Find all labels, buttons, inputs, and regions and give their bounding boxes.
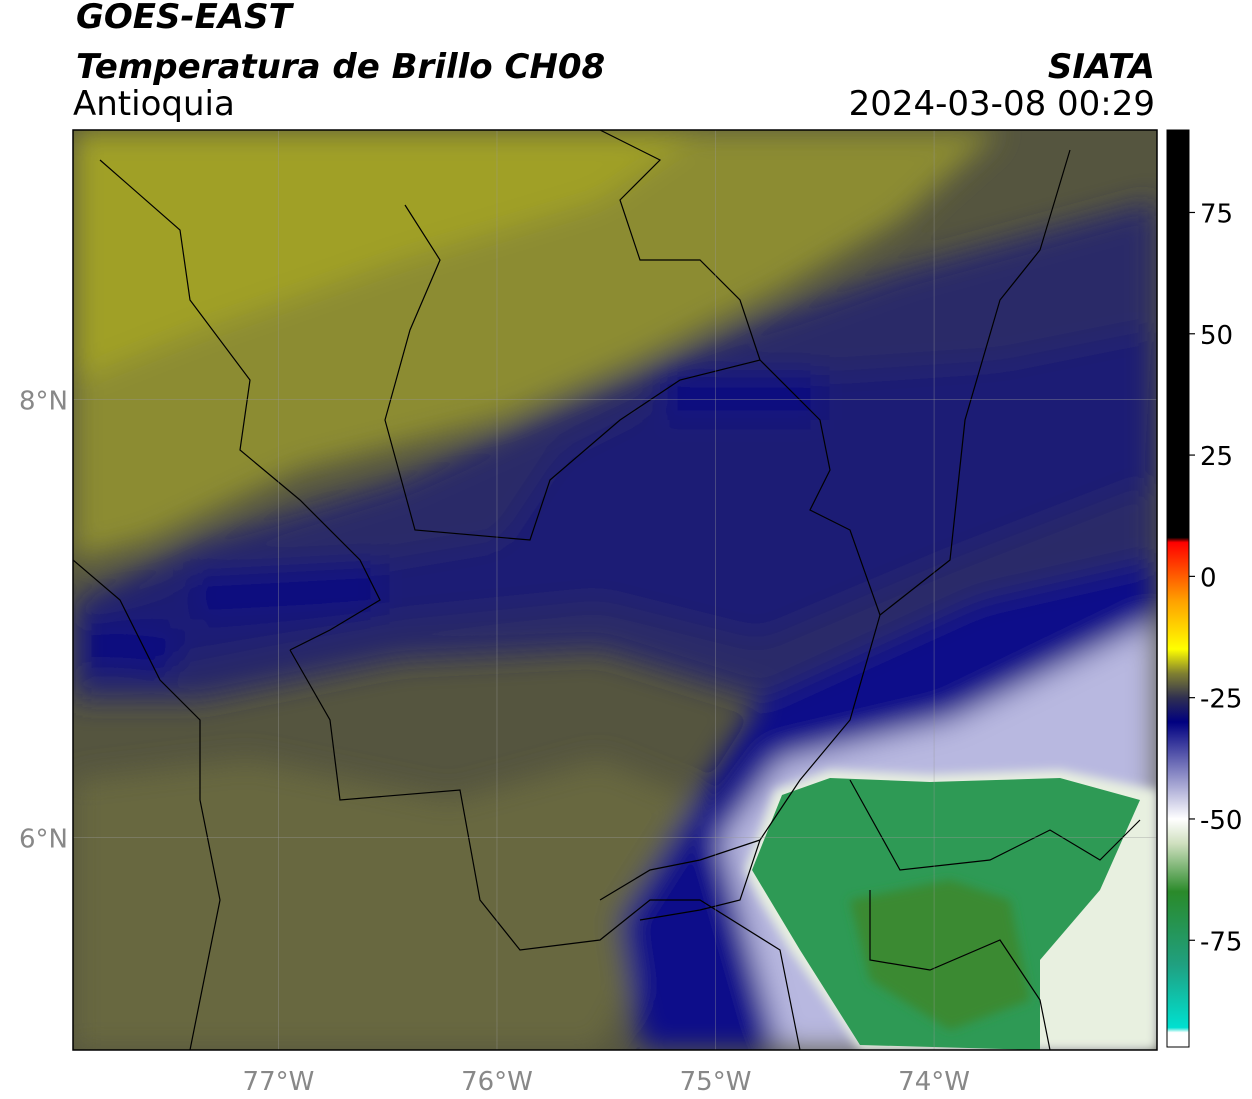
satellite-image bbox=[73, 130, 1157, 1050]
colorbar-tick-label: -50 bbox=[1200, 806, 1242, 836]
colorbar-tick-label: 50 bbox=[1200, 321, 1233, 351]
source: SIATA bbox=[1048, 47, 1155, 87]
subtitle: Temperatura de Brillo CH08 bbox=[76, 47, 605, 87]
colorbar bbox=[1166, 129, 1190, 1048]
x-tick-label: 74°W bbox=[898, 1067, 970, 1097]
colorbar-tick-label: 0 bbox=[1200, 563, 1217, 593]
colorbar-tick-label: -25 bbox=[1200, 685, 1242, 715]
map-frame bbox=[72, 129, 1158, 1051]
x-tick-label: 75°W bbox=[680, 1067, 752, 1097]
x-tick-label: 76°W bbox=[461, 1067, 533, 1097]
colorbar-tick-label: 25 bbox=[1200, 442, 1233, 472]
x-tick-label: 77°W bbox=[243, 1067, 315, 1097]
timestamp: 2024-03-08 00:29 bbox=[849, 84, 1155, 124]
y-tick-label: 6°N bbox=[19, 825, 68, 855]
y-tick-label: 8°N bbox=[19, 386, 68, 416]
region: Antioquia bbox=[73, 84, 235, 124]
colorbar-tick-label: -75 bbox=[1200, 927, 1242, 957]
graticule bbox=[73, 130, 1157, 1050]
colorbar-tick-label: 75 bbox=[1200, 199, 1233, 229]
title: GOES-EAST bbox=[76, 0, 295, 37]
